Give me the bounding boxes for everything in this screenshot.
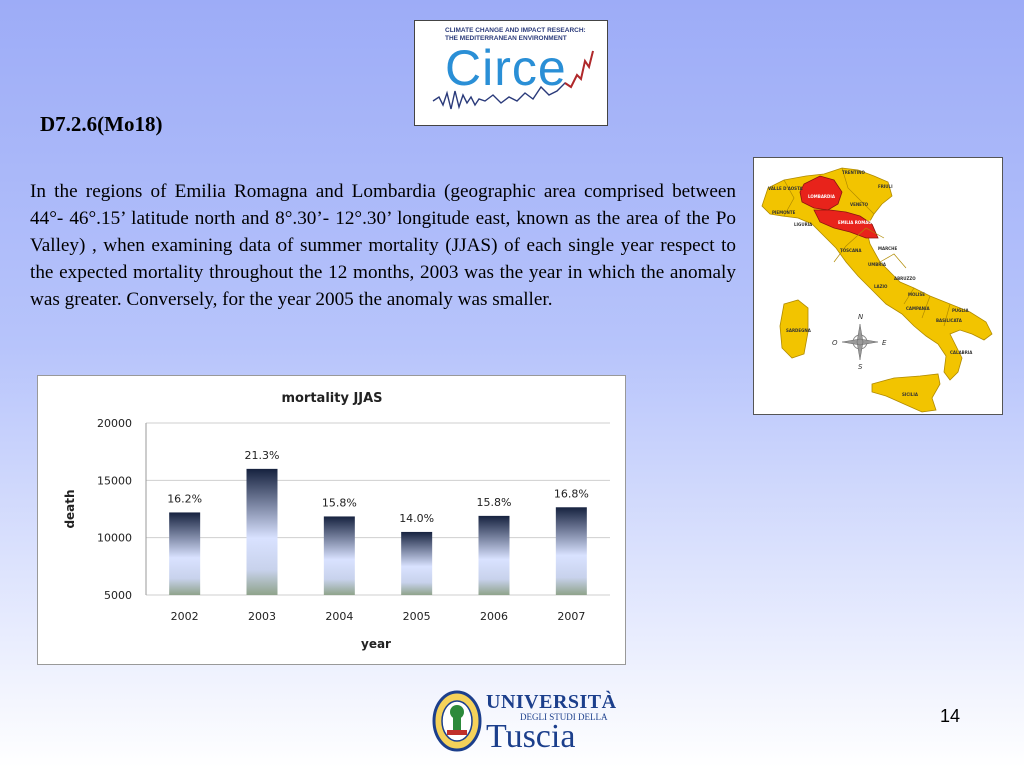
map-label-friuli: FRIULI bbox=[878, 184, 893, 189]
map-label-umbria: UMBRIA bbox=[868, 262, 887, 267]
chart-y-axis-label: death bbox=[63, 489, 77, 528]
compass-east: E bbox=[882, 339, 887, 347]
chart-x-tick-label-2002: 2002 bbox=[171, 610, 199, 623]
map-label-toscana: TOSCANA bbox=[840, 248, 862, 253]
compass-south: S bbox=[858, 363, 863, 371]
map-label-sicilia: SICILIA bbox=[902, 392, 919, 397]
map-label-campania: CAMPANIA bbox=[906, 306, 931, 311]
compass-north: N bbox=[858, 313, 864, 321]
map-label-abruzzo: ABRUZZO bbox=[894, 276, 916, 281]
chart-title: mortality JJAS bbox=[281, 391, 382, 406]
chart-y-tick-label: 20000 bbox=[97, 417, 132, 430]
italy-map: N S E O VALLE D'AOSTA TRENTINO FRIULI LO… bbox=[753, 157, 1003, 415]
map-label-valle-aosta: VALLE D'AOSTA bbox=[768, 186, 803, 191]
map-label-lombardia: LOMBARDIA bbox=[808, 194, 836, 199]
chart-bar-2007 bbox=[555, 507, 587, 595]
chart-data-label-2002: 16.2% bbox=[167, 492, 202, 505]
university-logo: UNIVERSITÀ DEGLI STUDI DELLA Tuscia bbox=[432, 690, 616, 754]
chart-bar-2005 bbox=[401, 531, 433, 595]
map-label-sardegna: SARDEGNA bbox=[786, 328, 812, 333]
chart-data-label-2006: 15.8% bbox=[477, 496, 512, 509]
university-name: UNIVERSITÀ DEGLI STUDI DELLA Tuscia bbox=[486, 691, 617, 755]
compass-rose-icon bbox=[841, 323, 879, 361]
map-label-lazio: LAZIO bbox=[874, 284, 888, 289]
map-emilia-romagna bbox=[813, 209, 879, 239]
circe-logo: CLIMATE CHANGE AND IMPACT RESEARCH: THE … bbox=[414, 20, 608, 126]
chart-bar-2002 bbox=[169, 512, 201, 595]
map-region-borders bbox=[783, 167, 951, 327]
chart-y-tick-label: 10000 bbox=[97, 532, 132, 545]
chart-bar-2003 bbox=[246, 468, 278, 595]
chart-x-tick-label-2006: 2006 bbox=[480, 610, 508, 623]
map-label-emilia: EMILIA ROMAGNA bbox=[838, 220, 879, 225]
chart-x-tick-label-2007: 2007 bbox=[557, 610, 585, 623]
chart-x-axis-label: year bbox=[361, 637, 391, 651]
chart-data-label-2004: 15.8% bbox=[322, 496, 357, 509]
circe-wave-icon bbox=[432, 50, 594, 110]
body-paragraph: In the regions of Emilia Romagna and Lom… bbox=[30, 181, 736, 310]
map-label-basilicata: BASILICATA bbox=[936, 318, 963, 323]
mortality-chart-svg: mortality JJAS 5000 10000 15000 20000 16.2%… bbox=[63, 391, 610, 651]
map-label-puglia: PUGLIA bbox=[952, 308, 970, 313]
page-number: 14 bbox=[940, 706, 961, 726]
map-label-molise: MOLISE bbox=[908, 292, 925, 297]
university-seal-icon bbox=[432, 690, 482, 752]
compass-west: O bbox=[832, 339, 838, 347]
map-sicilia bbox=[871, 373, 941, 413]
circe-wordmark: Circe bbox=[445, 40, 567, 96]
chart-y-tick-label: 15000 bbox=[97, 474, 132, 487]
map-label-piemonte: PIEMONTE bbox=[772, 210, 796, 215]
map-label-marche: MARCHE bbox=[878, 246, 897, 251]
map-sardegna bbox=[779, 299, 809, 359]
chart-data-label-2005: 14.0% bbox=[399, 512, 434, 525]
chart-x-tick-label-2003: 2003 bbox=[248, 610, 276, 623]
chart-x-tick-label-2004: 2004 bbox=[325, 610, 353, 623]
map-label-liguria: LIGURIA bbox=[794, 222, 813, 227]
chart-x-tick-label-2005: 2005 bbox=[403, 610, 431, 623]
mortality-chart: mortality JJAS 5000 10000 15000 20000 16.2%… bbox=[37, 375, 626, 665]
chart-data-label-2003: 21.3% bbox=[245, 449, 280, 462]
map-lombardia bbox=[799, 175, 843, 211]
chart-bar-2006 bbox=[478, 515, 510, 595]
chart-y-tick-label: 5000 bbox=[104, 589, 132, 602]
chart-bar-2004 bbox=[323, 516, 355, 595]
circe-tagline: CLIMATE CHANGE AND IMPACT RESEARCH: THE … bbox=[445, 27, 586, 42]
chart-data-label-2007: 16.8% bbox=[554, 487, 589, 500]
map-label-veneto: VENETO bbox=[850, 202, 869, 207]
map-label-calabria: CALABRIA bbox=[950, 350, 973, 355]
slide-title: D7.2.6(Mo18) bbox=[40, 112, 163, 136]
italy-map-svg: N S E O VALLE D'AOSTA TRENTINO FRIULI LO… bbox=[761, 167, 993, 413]
map-label-trentino: TRENTINO bbox=[842, 170, 865, 175]
